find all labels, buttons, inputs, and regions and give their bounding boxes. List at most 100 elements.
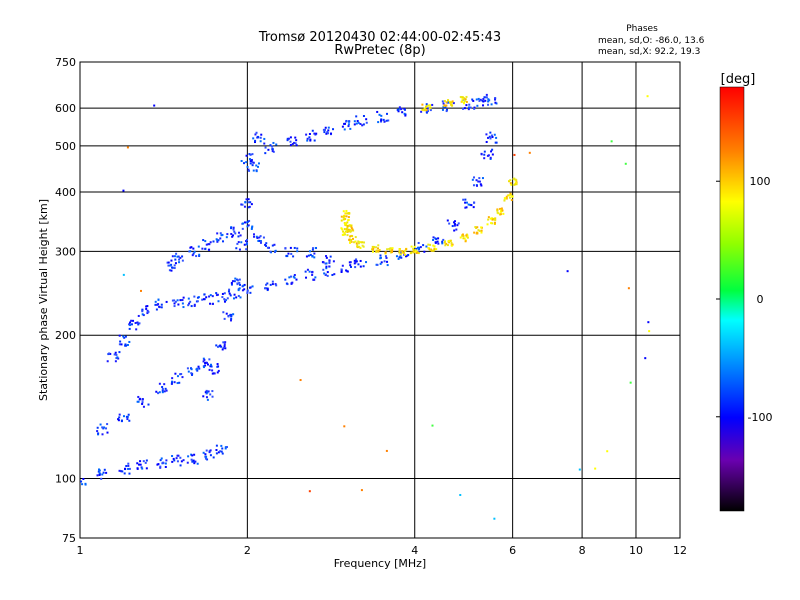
o-mode-point	[248, 158, 251, 161]
o-mode-point	[287, 137, 290, 140]
o-mode-point	[286, 137, 289, 140]
o-mode-point	[347, 123, 350, 126]
x-tick-label: 8	[579, 544, 586, 557]
x-mode-point	[427, 243, 430, 246]
colorbar: [deg] 100 0 -100	[716, 72, 773, 512]
noise-point	[648, 330, 651, 333]
o-mode-point	[165, 459, 168, 462]
o-mode-point	[229, 294, 232, 297]
x-mode-point	[508, 196, 511, 199]
o-mode-point	[275, 284, 278, 287]
y-tick-label: 100	[55, 473, 76, 486]
o-mode-point	[267, 148, 270, 151]
o-mode-point	[475, 184, 478, 187]
o-mode-point	[238, 231, 241, 234]
o-mode-point	[128, 467, 131, 470]
o-mode-point	[359, 259, 362, 262]
noise-point	[299, 379, 302, 382]
x-mode-point	[357, 240, 360, 243]
x-mode-point	[354, 236, 357, 239]
o-mode-point	[326, 131, 329, 134]
o-mode-point	[209, 365, 212, 368]
o-mode-point	[137, 323, 140, 326]
o-mode-point	[359, 122, 362, 125]
o-mode-point	[124, 467, 127, 470]
o-mode-point	[191, 373, 194, 376]
o-mode-point	[161, 391, 164, 394]
o-mode-point	[293, 246, 296, 249]
colorbar-tick-label: -100	[748, 411, 773, 424]
o-mode-point	[455, 228, 458, 231]
o-mode-point	[453, 223, 456, 226]
o-mode-point	[403, 108, 406, 111]
x-mode-point	[361, 241, 364, 244]
y-axis-ticks: 75 100 200 300 400 500 600 750	[55, 56, 76, 545]
o-mode-point	[125, 415, 128, 418]
x-mode-point	[342, 218, 345, 221]
o-mode-point	[472, 99, 475, 102]
o-mode-point	[170, 382, 173, 385]
x-mode-point	[427, 247, 430, 250]
o-mode-point	[155, 308, 158, 311]
o-mode-point	[244, 201, 247, 204]
o-mode-point	[309, 138, 312, 141]
x-mode-point	[345, 209, 348, 212]
o-mode-point	[454, 220, 457, 223]
x-mode-point	[413, 245, 416, 248]
o-mode-point	[128, 340, 131, 343]
x-mode-point	[346, 212, 349, 215]
o-mode-point	[355, 115, 358, 118]
o-mode-point	[403, 112, 406, 115]
y-tick-label: 200	[55, 329, 76, 342]
o-mode-point	[141, 402, 144, 405]
o-mode-point	[376, 263, 379, 266]
x-mode-point	[346, 226, 349, 229]
o-mode-point	[340, 269, 343, 272]
x-mode-point	[361, 244, 364, 247]
o-mode-point	[234, 232, 237, 235]
o-mode-point	[141, 313, 144, 316]
o-mode-point	[223, 292, 226, 295]
o-mode-point	[189, 250, 192, 253]
o-mode-point	[248, 169, 251, 172]
o-mode-point	[181, 302, 184, 305]
o-mode-point	[251, 153, 254, 156]
x-mode-point	[354, 240, 357, 243]
x-mode-point	[465, 95, 468, 98]
o-mode-point	[164, 465, 167, 468]
o-mode-point	[349, 264, 352, 267]
o-mode-point	[446, 219, 449, 222]
o-mode-point	[274, 249, 277, 252]
o-mode-point	[127, 464, 130, 467]
x-mode-point	[429, 106, 432, 109]
o-mode-point	[331, 273, 334, 276]
x-mode-point	[491, 222, 494, 225]
o-mode-point	[464, 206, 467, 209]
x-mode-point	[412, 249, 415, 252]
o-mode-point	[194, 460, 197, 463]
o-mode-point	[127, 462, 130, 465]
o-mode-point	[231, 235, 234, 238]
o-mode-point	[313, 252, 316, 255]
o-mode-point	[328, 261, 331, 264]
o-mode-point	[417, 241, 420, 244]
o-mode-point	[246, 289, 249, 292]
o-mode-point	[240, 203, 243, 206]
x-mode-point	[432, 244, 435, 247]
o-mode-point	[241, 289, 244, 292]
o-mode-point	[453, 224, 456, 227]
o-mode-point	[404, 114, 407, 117]
x-mode-point	[345, 224, 348, 227]
o-mode-point	[193, 303, 196, 306]
o-mode-point	[239, 296, 242, 299]
o-mode-point	[178, 261, 181, 264]
x-mode-point	[461, 98, 464, 101]
x-mode-point	[463, 99, 466, 102]
x-mode-point	[401, 251, 404, 254]
o-mode-point	[328, 265, 331, 268]
o-mode-point	[138, 322, 141, 325]
o-mode-point	[365, 121, 368, 124]
x-mode-point	[341, 233, 344, 236]
o-mode-point	[365, 118, 368, 121]
x-mode-point	[461, 96, 464, 99]
